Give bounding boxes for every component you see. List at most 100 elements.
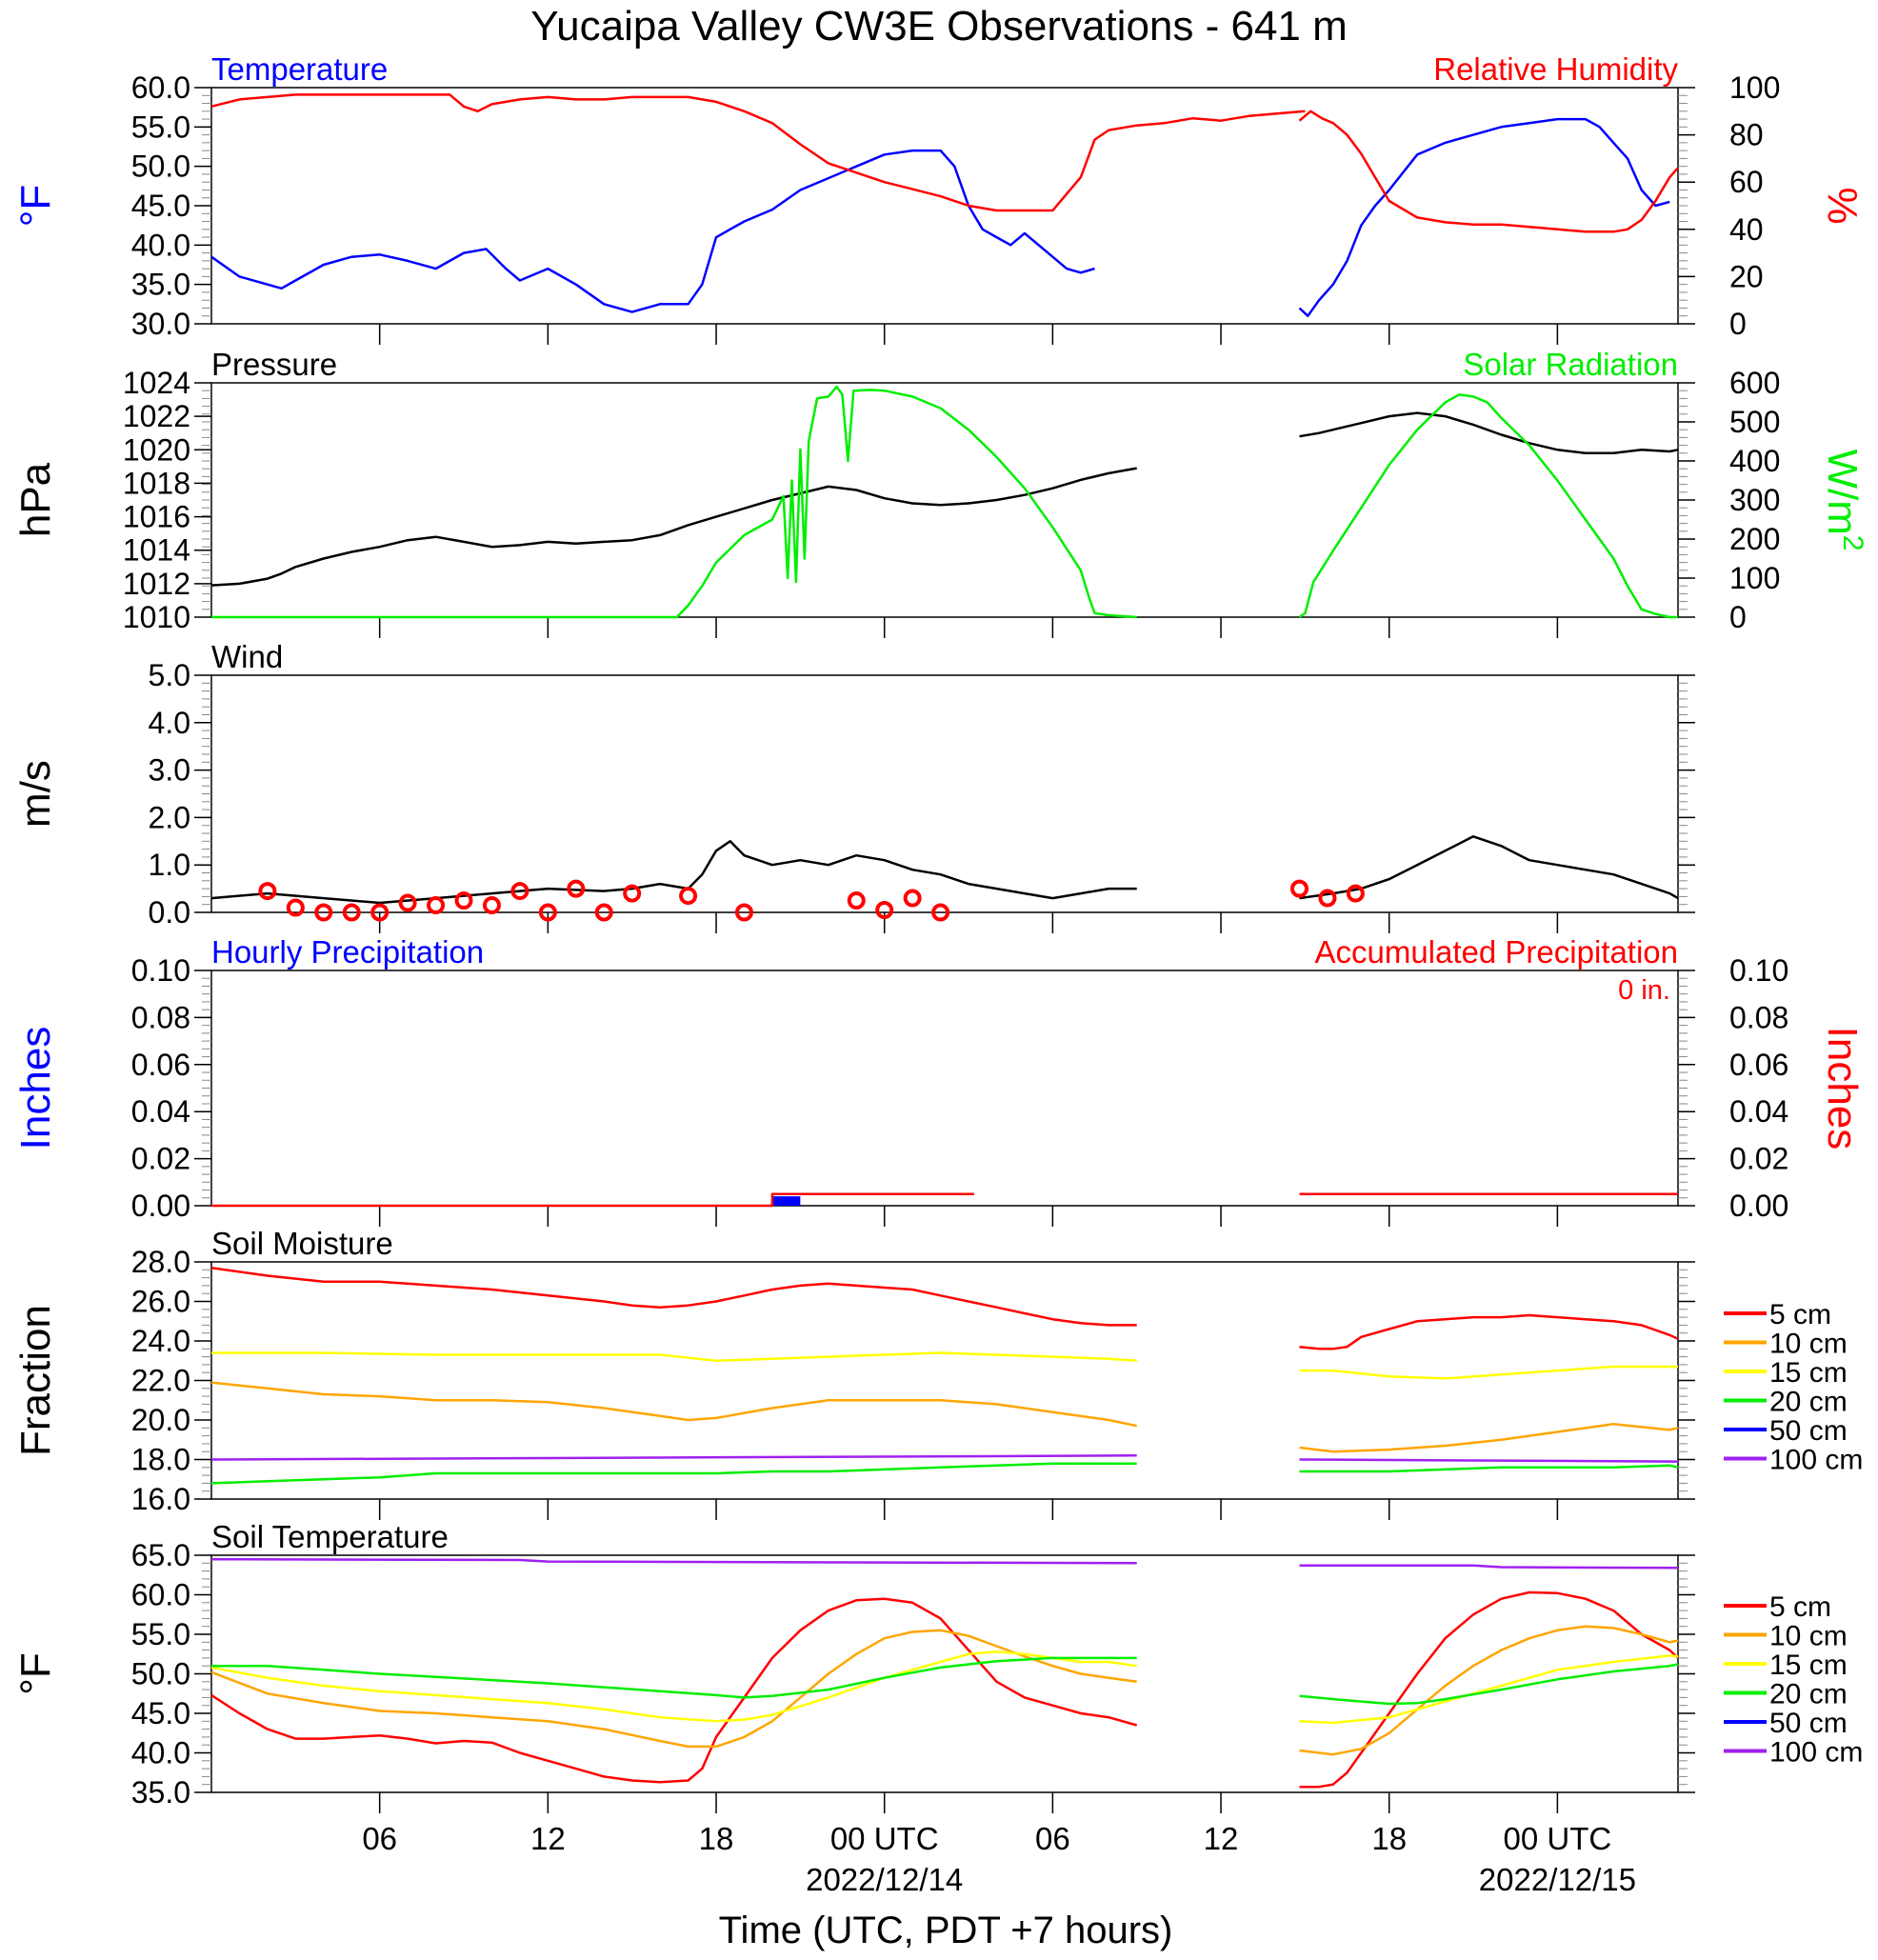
series-hourly-wind-marker: [314, 903, 333, 922]
y-tick-label-left: 1022: [123, 399, 190, 433]
y-tick-label-left: 60.0: [131, 70, 190, 105]
series-10-cm-line-2: [1299, 1422, 1679, 1453]
accumulated-total-label: 0 in.: [1618, 975, 1670, 1006]
y-tick-label-right: 200: [1729, 522, 1780, 556]
series-5-cm-line-2: [1299, 1590, 1679, 1789]
series-relative-humidity-line-2: [1298, 110, 1679, 233]
series-hourly-wind-marker: [342, 903, 361, 922]
figure-title: Yucaipa Valley CW3E Observations - 641 m: [530, 3, 1348, 50]
series-20-cm-line-2: [1299, 1464, 1679, 1473]
y-tick-label-left: 50.0: [131, 150, 190, 184]
y-axis-title-left: °F: [12, 1652, 59, 1694]
plot-frame: [210, 382, 1679, 618]
series-5-cm-line-1: [210, 1597, 1138, 1784]
series-5-cm-line-1: [210, 1266, 1137, 1327]
series-hourly-wind-marker: [623, 884, 642, 903]
panel-title-left: Pressure: [211, 347, 337, 382]
y-tick-label-left: 22.0: [131, 1364, 190, 1398]
y-tick-label-right: 0.02: [1729, 1142, 1788, 1176]
y-tick-label-left: 4.0: [149, 706, 190, 740]
y-axis-title-right: W/m2: [1819, 449, 1869, 550]
y-tick-label-left: 0.00: [131, 1189, 190, 1223]
series-15-cm-line-1: [210, 1650, 1137, 1723]
y-tick-label-left: 26.0: [131, 1285, 190, 1319]
y-tick-label-left: 1024: [123, 366, 190, 400]
panel-title-right: Relative Humidity: [1433, 51, 1678, 87]
panel-title-left: Wind: [211, 639, 283, 674]
y-tick-label-left: 1014: [123, 533, 190, 568]
series-accumulated-precipitation-line-1: [211, 1192, 974, 1208]
x-tick-date-label: 2022/12/15: [1479, 1862, 1636, 1897]
panel-soil_temperature: 35.0 40.0 45.0 50.0 55.0 60.0 65.0 Soil Tempera…: [12, 1519, 1863, 1813]
y-tick-label-right: 0: [1729, 600, 1747, 634]
panel-title-left: Temperature: [211, 51, 388, 87]
y-tick-label-left: 0.02: [131, 1142, 190, 1176]
y-tick-label-left: 35.0: [131, 1775, 190, 1810]
series-hourly-wind-marker: [427, 896, 446, 915]
y-tick-label-left: 0.10: [131, 953, 190, 988]
plot-frame: [210, 970, 1679, 1207]
y-tick-label-right: 60: [1729, 165, 1764, 199]
series-15-cm-line-2: [1299, 1365, 1678, 1380]
series-hourly-wind-marker: [903, 889, 922, 908]
series-20-cm-line-2: [1299, 1663, 1679, 1706]
y-tick-label-left: 55.0: [131, 110, 190, 144]
y-tick-label-left: 40.0: [131, 228, 190, 262]
legend-label: 20 cm: [1769, 1387, 1848, 1418]
panel-title-right: Accumulated Precipitation: [1314, 934, 1678, 970]
plot-frame: [210, 1554, 1679, 1793]
y-tick-label-left: 28.0: [131, 1245, 190, 1279]
series-20-cm-line-1: [211, 1656, 1137, 1699]
series-solar-radiation-line-2: [1298, 393, 1678, 619]
plot-frame: [210, 87, 1679, 325]
y-tick-label-left: 0.04: [131, 1094, 190, 1129]
series-100-cm-line-1: [210, 1454, 1137, 1461]
y-tick-label-left: 50.0: [131, 1657, 190, 1691]
y-tick-label-left: 1010: [123, 600, 190, 634]
y-axis-title-left: Inches: [12, 1027, 59, 1150]
y-tick-label-right: 100: [1729, 561, 1780, 595]
series-hourly-wind-marker: [538, 903, 557, 922]
series-hourly-wind-marker: [594, 903, 613, 922]
y-tick-label-right: 0.08: [1729, 1000, 1788, 1034]
series-hourly-wind-marker: [567, 879, 586, 898]
x-tick-label: 12: [530, 1821, 566, 1856]
y-tick-label-right: 0: [1729, 307, 1747, 341]
series-temperature-line-2: [1298, 117, 1670, 317]
y-tick-label-left: 5.0: [149, 658, 190, 692]
series-hourly-wind-marker: [931, 903, 950, 922]
y-tick-label-right: 0.10: [1729, 953, 1788, 988]
legend-label: 50 cm: [1769, 1708, 1848, 1739]
legend-label: 20 cm: [1769, 1679, 1848, 1710]
panel-precipitation: 0.00 0.02 0.04 0.06 0.08 0.10 0.00 0.02 0.04 0.06…: [12, 934, 1866, 1227]
x-tick-label: 12: [1204, 1821, 1239, 1856]
legend-label: 15 cm: [1769, 1650, 1848, 1681]
series-solar-radiation-line-1: [211, 385, 1137, 619]
series-10-cm-line-2: [1299, 1625, 1679, 1756]
x-tick-label: 06: [362, 1821, 397, 1856]
series-10-cm-line-1: [210, 1381, 1137, 1428]
y-axis-title-left: hPa: [12, 462, 59, 537]
y-tick-label-left: 1018: [123, 466, 190, 500]
series-5-cm-line-2: [1299, 1313, 1679, 1350]
x-tick-label: 00 UTC: [1504, 1821, 1612, 1856]
y-tick-label-right: 0.04: [1729, 1094, 1788, 1129]
series-20-cm-line-1: [210, 1462, 1137, 1485]
series-hourly-wind-marker: [286, 898, 305, 917]
series-hourly-wind-marker: [398, 893, 417, 912]
y-tick-label-left: 30.0: [131, 307, 190, 341]
y-tick-label-left: 1016: [123, 500, 190, 534]
series-100-cm-line-2: [1299, 1458, 1679, 1463]
series-temperature-line-1: [210, 149, 1095, 313]
legend-label: 100 cm: [1769, 1445, 1863, 1476]
y-tick-label-left: 1.0: [149, 848, 190, 882]
y-tick-label-left: 2.0: [149, 800, 190, 834]
y-tick-label-left: 55.0: [131, 1617, 190, 1651]
series-100-cm-line-1: [210, 1557, 1137, 1565]
y-tick-label-left: 45.0: [131, 189, 190, 223]
y-tick-label-right: 600: [1729, 366, 1780, 400]
y-tick-label-right: 0.06: [1729, 1048, 1788, 1082]
